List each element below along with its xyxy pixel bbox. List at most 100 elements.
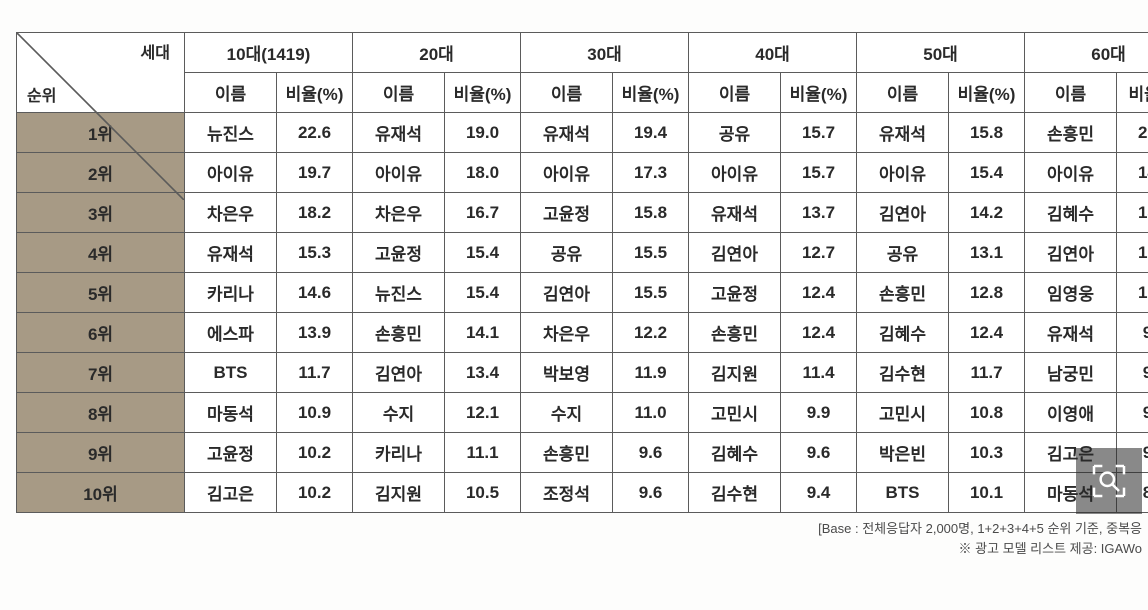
pct-cell: 9.4 <box>1117 353 1148 393</box>
pct-cell: 15.7 <box>781 153 857 193</box>
table-row: 7위BTS11.7김연아13.4박보영11.9김지원11.4김수현11.7남궁민… <box>17 353 1148 393</box>
pct-cell: 15.5 <box>613 233 689 273</box>
sub-name-40s: 이름 <box>689 73 781 113</box>
pct-cell: 19.0 <box>445 113 521 153</box>
pct-cell: 13.7 <box>781 193 857 233</box>
pct-cell: 9.2 <box>1117 393 1148 433</box>
pct-cell: 18.2 <box>277 193 353 233</box>
rank-cell: 9위 <box>17 433 185 473</box>
name-cell: 카리나 <box>353 433 445 473</box>
table-row: 4위유재석15.3고윤정15.4공유15.5김연아12.7공유13.1김연아12… <box>17 233 1148 273</box>
name-cell: 김지원 <box>689 353 781 393</box>
rank-cell: 1위 <box>17 113 185 153</box>
name-cell: 손흥민 <box>521 433 613 473</box>
group-60s: 60대 <box>1025 33 1148 73</box>
name-cell: 유재석 <box>185 233 277 273</box>
table-body: 1위뉴진스22.6유재석19.0유재석19.4공유15.7유재석15.8손흥민2… <box>17 113 1148 513</box>
rank-cell: 10위 <box>17 473 185 513</box>
name-cell: 고윤정 <box>353 233 445 273</box>
pct-cell: 13.0 <box>1117 193 1148 233</box>
name-cell: 박보영 <box>521 353 613 393</box>
pct-cell: 10.2 <box>277 473 353 513</box>
name-cell: 고민시 <box>857 393 949 433</box>
name-cell: 유재석 <box>353 113 445 153</box>
name-cell: 남궁민 <box>1025 353 1117 393</box>
pct-cell: 12.0 <box>1117 273 1148 313</box>
ranking-table: 세대 순위 10대(1419) 20대 30대 40대 50대 60대 이름 비… <box>16 32 1148 513</box>
pct-cell: 21.9 <box>1117 113 1148 153</box>
name-cell: 손흥민 <box>689 313 781 353</box>
pct-cell: 17.3 <box>613 153 689 193</box>
name-cell: 김고은 <box>185 473 277 513</box>
pct-cell: 15.4 <box>445 273 521 313</box>
pct-cell: 9.9 <box>1117 313 1148 353</box>
pct-cell: 12.4 <box>949 313 1025 353</box>
pct-cell: 14.1 <box>445 313 521 353</box>
name-cell: 손흥민 <box>1025 113 1117 153</box>
name-cell: 뉴진스 <box>353 273 445 313</box>
name-cell: 공유 <box>857 233 949 273</box>
name-cell: 차은우 <box>353 193 445 233</box>
table-row: 6위에스파13.9손흥민14.1차은우12.2손흥민12.4김혜수12.4유재석… <box>17 313 1148 353</box>
sub-pct-60s: 비율(% <box>1117 73 1148 113</box>
name-cell: 수지 <box>353 393 445 433</box>
pct-cell: 10.5 <box>445 473 521 513</box>
name-cell: 김연아 <box>857 193 949 233</box>
pct-cell: 12.2 <box>613 313 689 353</box>
rank-cell: 8위 <box>17 393 185 433</box>
name-cell: 김수현 <box>689 473 781 513</box>
pct-cell: 8.9 <box>1117 473 1148 513</box>
name-cell: 김고은 <box>1025 433 1117 473</box>
rank-cell: 4위 <box>17 233 185 273</box>
table-row: 3위차은우18.2차은우16.7고윤정15.8유재석13.7김연아14.2김혜수… <box>17 193 1148 233</box>
name-cell: 마동석 <box>1025 473 1117 513</box>
pct-cell: 12.7 <box>781 233 857 273</box>
pct-cell: 12.1 <box>445 393 521 433</box>
group-30s: 30대 <box>521 33 689 73</box>
name-cell: 김혜수 <box>857 313 949 353</box>
pct-cell: 11.9 <box>613 353 689 393</box>
sub-pct-40s: 비율(%) <box>781 73 857 113</box>
pct-cell: 11.7 <box>277 353 353 393</box>
pct-cell: 13.1 <box>949 233 1025 273</box>
name-cell: 유재석 <box>1025 313 1117 353</box>
pct-cell: 9.6 <box>613 433 689 473</box>
name-cell: 고윤정 <box>185 433 277 473</box>
rank-cell: 7위 <box>17 353 185 393</box>
pct-cell: 9.9 <box>781 393 857 433</box>
pct-cell: 12.8 <box>949 273 1025 313</box>
name-cell: 조정석 <box>521 473 613 513</box>
pct-cell: 13.9 <box>277 313 353 353</box>
sub-pct-30s: 비율(%) <box>613 73 689 113</box>
name-cell: 아이유 <box>353 153 445 193</box>
name-cell: 아이유 <box>857 153 949 193</box>
diagonal-header-cell: 세대 순위 <box>17 33 185 113</box>
pct-cell: 16.7 <box>445 193 521 233</box>
pct-cell: 14.6 <box>277 273 353 313</box>
name-cell: 수지 <box>521 393 613 433</box>
pct-cell: 19.4 <box>613 113 689 153</box>
sub-name-50s: 이름 <box>857 73 949 113</box>
pct-cell: 11.0 <box>613 393 689 433</box>
name-cell: 김수현 <box>857 353 949 393</box>
name-cell: 차은우 <box>185 193 277 233</box>
name-cell: 고윤정 <box>689 273 781 313</box>
pct-cell: 15.7 <box>781 113 857 153</box>
rank-cell: 2위 <box>17 153 185 193</box>
name-cell: 유재석 <box>857 113 949 153</box>
name-cell: 공유 <box>521 233 613 273</box>
name-cell: 김연아 <box>521 273 613 313</box>
rank-cell: 6위 <box>17 313 185 353</box>
pct-cell: 10.3 <box>949 433 1025 473</box>
name-cell: 김지원 <box>353 473 445 513</box>
sub-pct-20s: 비율(%) <box>445 73 521 113</box>
pct-cell: 19.7 <box>277 153 353 193</box>
header-rank-label: 순위 <box>27 82 56 106</box>
pct-cell: 18.0 <box>445 153 521 193</box>
pct-cell: 15.8 <box>949 113 1025 153</box>
sub-name-60s: 이름 <box>1025 73 1117 113</box>
name-cell: 에스파 <box>185 313 277 353</box>
sub-pct-10s: 비율(%) <box>277 73 353 113</box>
header-generation-label: 세대 <box>141 39 170 63</box>
footer-line-2: ※ 광고 모델 리스트 제공: IGAWo <box>16 539 1142 559</box>
